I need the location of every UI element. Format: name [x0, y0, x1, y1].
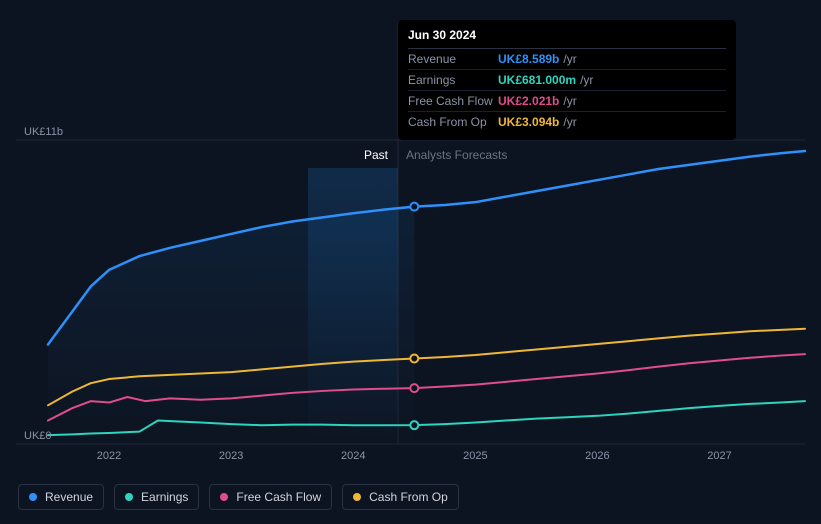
tooltip-metric-label: Earnings [408, 73, 498, 87]
x-axis-label: 2023 [219, 450, 243, 462]
legend-dot-icon [353, 493, 361, 501]
tooltip-metric-label: Cash From Op [408, 115, 498, 129]
legend-label: Revenue [45, 490, 93, 504]
forecast-label: Analysts Forecasts [406, 148, 507, 162]
legend-dot-icon [125, 493, 133, 501]
earnings-forecast-chart: Jun 30 2024 RevenueUK£8.589b/yrEarningsU… [0, 0, 821, 524]
tooltip-row: RevenueUK£8.589b/yr [408, 49, 726, 70]
legend-label: Earnings [141, 490, 188, 504]
chart-legend: Revenue Earnings Free Cash Flow Cash From O… [18, 484, 459, 510]
tooltip-row: Cash From OpUK£3.094b/yr [408, 112, 726, 132]
legend-dot-icon [220, 493, 228, 501]
tooltip-row: Free Cash FlowUK£2.021b/yr [408, 91, 726, 112]
tooltip-metric-suffix: /yr [580, 73, 593, 87]
x-axis-label: 2025 [463, 450, 487, 462]
legend-label: Free Cash Flow [236, 490, 321, 504]
legend-item-free_cash_flow[interactable]: Free Cash Flow [209, 484, 332, 510]
tooltip-metric-suffix: /yr [563, 52, 576, 66]
legend-dot-icon [29, 493, 37, 501]
y-axis-label: UK£11b [24, 126, 63, 138]
tooltip-metric-suffix: /yr [563, 115, 576, 129]
past-label: Past [364, 148, 388, 162]
tooltip-row: EarningsUK£681.000m/yr [408, 70, 726, 91]
marker-cash_from_op [410, 354, 418, 362]
marker-earnings [410, 421, 418, 429]
tooltip-metric-value: UK£2.021b [498, 94, 559, 108]
x-axis-label: 2026 [585, 450, 609, 462]
tooltip-metric-value: UK£681.000m [498, 73, 576, 87]
x-axis-label: 2027 [707, 450, 731, 462]
tooltip-metric-value: UK£8.589b [498, 52, 559, 66]
marker-free_cash_flow [410, 384, 418, 392]
tooltip-rows: RevenueUK£8.589b/yrEarningsUK£681.000m/y… [408, 49, 726, 132]
tooltip-metric-value: UK£3.094b [498, 115, 559, 129]
legend-label: Cash From Op [369, 490, 448, 504]
legend-item-cash_from_op[interactable]: Cash From Op [342, 484, 459, 510]
x-axis-label: 2024 [341, 450, 365, 462]
legend-item-earnings[interactable]: Earnings [114, 484, 199, 510]
y-axis-label: UK£0 [24, 430, 52, 442]
legend-item-revenue[interactable]: Revenue [18, 484, 104, 510]
tooltip-metric-label: Revenue [408, 52, 498, 66]
x-axis-label: 2022 [97, 450, 121, 462]
tooltip-date: Jun 30 2024 [408, 28, 726, 49]
chart-tooltip: Jun 30 2024 RevenueUK£8.589b/yrEarningsU… [398, 20, 736, 140]
tooltip-metric-suffix: /yr [563, 94, 576, 108]
tooltip-metric-label: Free Cash Flow [408, 94, 498, 108]
marker-revenue [410, 203, 418, 211]
